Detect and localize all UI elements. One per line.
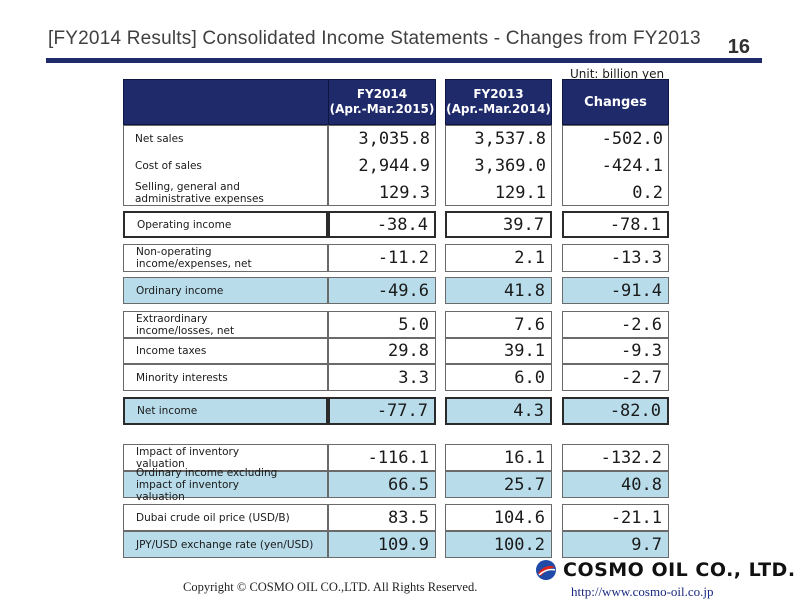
fy2013-value: 100.2 (445, 531, 552, 558)
header-fy2014-title: FY2014 (356, 87, 408, 101)
fy2014-value: -116.1 (328, 444, 436, 471)
fy2013-value: 2.1 (445, 244, 552, 272)
fy2013-group-1 (445, 125, 552, 206)
page-number: 16 (727, 36, 750, 58)
header-changes-label: Changes (584, 94, 647, 110)
change-value: -82.0 (562, 397, 669, 425)
fy2014-value: 109.9 (328, 531, 436, 558)
change-value: 40.8 (562, 471, 669, 498)
changes-group-1 (562, 125, 669, 206)
change-value: -132.2 (562, 444, 669, 471)
fy2014-value: 5.0 (328, 311, 436, 338)
fy2014-value: 66.5 (328, 471, 436, 498)
fy2014-value: -49.6 (328, 277, 436, 304)
cosmo-logo-icon (536, 560, 556, 580)
row-label: JPY/USD exchange rate (yen/USD) (123, 531, 328, 558)
fy2014-value: 129.3 (378, 182, 430, 203)
fy2014-value: 3,035.8 (358, 128, 430, 149)
header-fy2013-period: (Apr.-Mar.2014) (446, 102, 551, 116)
fy2013-value: 3,537.8 (474, 128, 546, 149)
fy2013-value: 104.6 (445, 504, 552, 531)
row-label: Net income (123, 397, 328, 425)
change-value: 0.2 (632, 182, 663, 203)
header-label-cell: FY2014 (Apr.-Mar.2015) (123, 79, 436, 125)
header-changes: Changes (562, 79, 669, 125)
change-value: -21.1 (562, 504, 669, 531)
company-logo: COSMO OIL CO., LTD. (535, 559, 796, 581)
change-value: -424.1 (601, 155, 663, 176)
change-value: -91.4 (562, 277, 669, 304)
change-value: -502.0 (601, 128, 663, 149)
fy2014-value: -11.2 (328, 244, 436, 272)
fy2013-value: 129.1 (494, 182, 546, 203)
row-label: Cost of sales (135, 159, 202, 172)
change-value: -78.1 (562, 211, 669, 238)
fy2013-value: 16.1 (445, 444, 552, 471)
row-label: Dubai crude oil price (USD/B) (123, 504, 328, 531)
unit-label: Unit: billion yen (570, 67, 665, 81)
row-label: Extraordinary income/losses, net (123, 311, 328, 338)
row-label: Operating income (123, 211, 328, 238)
change-value: -2.6 (562, 311, 669, 338)
fy2013-value: 39.1 (445, 338, 552, 364)
fy2014-value: 3.3 (328, 364, 436, 391)
row-label: Minority interests (123, 364, 328, 391)
fy2013-value: 25.7 (445, 471, 552, 498)
fy2013-value: 41.8 (445, 277, 552, 304)
row-label: Ordinary income (123, 277, 328, 304)
change-value: -13.3 (562, 244, 669, 272)
fy2013-value: 6.0 (445, 364, 552, 391)
change-value: 9.7 (562, 531, 669, 558)
row-label: Net sales (135, 132, 184, 145)
fy2014-value: 29.8 (328, 338, 436, 364)
title-divider (46, 58, 762, 63)
change-value: -2.7 (562, 364, 669, 391)
fy2014-group-1 (328, 125, 436, 206)
fy2014-value: -77.7 (328, 397, 436, 425)
fy2014-value: -38.4 (328, 211, 436, 238)
slide-title: [FY2014 Results] Consolidated Income Sta… (48, 28, 701, 49)
row-label: Income taxes (123, 338, 328, 364)
company-url[interactable]: http://www.cosmo-oil.co.jp (571, 584, 714, 599)
row-label: Non-operating income/expenses, net (123, 244, 328, 272)
row-label: Impact of inventory valuation (123, 444, 328, 471)
row-label: Ordinary income excluding impact of inve… (123, 467, 328, 503)
fy2013-value: 7.6 (445, 311, 552, 338)
fy2014-value: 2,944.9 (358, 155, 430, 176)
label-group-1 (123, 125, 328, 206)
copyright-text: Copyright © COSMO OIL CO.,LTD. All Right… (183, 580, 478, 594)
fy2013-value: 4.3 (445, 397, 552, 425)
header-fy2013: FY2013 (Apr.-Mar.2014) (445, 79, 552, 125)
company-name: COSMO OIL CO., LTD. (563, 559, 796, 581)
header-fy2013-title: FY2013 (473, 87, 524, 101)
fy2013-value: 39.7 (445, 211, 552, 238)
fy2013-value: 3,369.0 (474, 155, 546, 176)
fy2014-value: 83.5 (328, 504, 436, 531)
row-label: Selling, general and administrative expe… (135, 180, 264, 205)
change-value: -9.3 (562, 338, 669, 364)
header-fy2014-period: (Apr.-Mar.2015) (329, 102, 435, 116)
